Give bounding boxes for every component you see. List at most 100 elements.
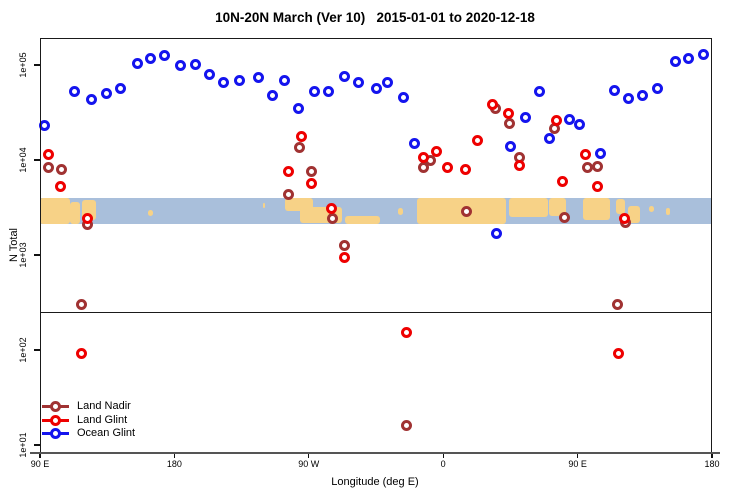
data-point-ocean-glint <box>543 132 555 144</box>
data-point-land-glint <box>442 162 454 174</box>
land-mass <box>262 203 266 209</box>
x-axis-line <box>30 452 720 455</box>
data-point-ocean-glint <box>189 58 201 70</box>
data-point-land-glint <box>551 115 563 127</box>
y-axis-tick-label: 1e+01 <box>18 432 28 458</box>
data-point-ocean-glint <box>697 48 709 60</box>
data-point-ocean-glint <box>533 86 545 98</box>
data-point-ocean-glint <box>491 227 503 239</box>
legend-circle <box>50 428 61 440</box>
land-mass <box>628 205 641 223</box>
data-point-land-nadir <box>338 240 350 252</box>
x-axis-tick-label: 180 <box>704 459 720 469</box>
x-axis-tick-label: 90 W <box>298 459 320 469</box>
data-point-land-nadir <box>76 299 88 311</box>
data-point-land-glint <box>502 107 514 119</box>
data-point-land-nadir <box>504 117 516 129</box>
y-axis-tick-label: 1e+03 <box>18 242 28 268</box>
data-point-ocean-glint <box>252 72 264 84</box>
data-point-land-glint <box>486 99 498 111</box>
land-mass <box>582 198 610 221</box>
data-point-land-glint <box>613 348 625 360</box>
data-point-land-glint <box>76 348 88 360</box>
data-point-ocean-glint <box>622 93 634 105</box>
land-mass <box>665 208 671 215</box>
x-axis-tick <box>308 453 310 458</box>
data-point-ocean-glint <box>233 75 245 87</box>
land-mass <box>69 201 81 224</box>
data-point-land-nadir <box>581 162 593 174</box>
chart-title: 10N-20N March (Ver 10) 2015-01-01 to 202… <box>215 10 535 25</box>
x-axis-tick <box>711 453 713 458</box>
data-point-ocean-glint <box>382 76 394 88</box>
x-axis-tick-label: 0 <box>440 459 446 469</box>
data-point-land-nadir <box>327 213 339 225</box>
data-point-land-glint <box>306 177 318 189</box>
data-point-land-glint <box>557 176 569 188</box>
data-point-land-nadir <box>558 211 570 223</box>
legend-label: Land Glint <box>77 413 128 426</box>
data-point-land-glint <box>430 145 442 157</box>
data-point-ocean-glint <box>175 59 187 71</box>
y-axis-tick <box>34 444 40 446</box>
data-point-ocean-glint <box>608 85 620 97</box>
data-point-ocean-glint <box>636 89 648 101</box>
land-mass <box>649 205 654 213</box>
data-point-ocean-glint <box>266 89 278 101</box>
data-point-ocean-glint <box>100 88 112 100</box>
y-axis-tick <box>34 159 40 161</box>
land-mass <box>40 198 70 224</box>
legend-item: Land Nadir <box>42 400 135 414</box>
data-point-land-nadir <box>592 161 604 173</box>
data-point-land-glint <box>43 148 55 160</box>
data-point-ocean-glint <box>370 82 382 94</box>
legend-label: Ocean Glint <box>77 427 136 440</box>
y-axis-tick-label: 1e+04 <box>18 147 28 173</box>
data-point-ocean-glint <box>669 56 681 68</box>
data-point-ocean-glint <box>131 58 143 70</box>
data-point-ocean-glint <box>69 86 81 98</box>
legend-label: Land Nadir <box>77 400 131 413</box>
legend-line-circle-icon <box>42 414 69 426</box>
data-point-land-nadir <box>43 161 55 173</box>
data-point-ocean-glint <box>218 77 230 89</box>
data-point-ocean-glint <box>353 77 365 89</box>
legend-circle <box>50 401 61 413</box>
legend-circle <box>50 414 61 426</box>
data-point-ocean-glint <box>145 53 157 65</box>
latitude-map-band <box>40 198 712 224</box>
data-point-ocean-glint <box>409 137 421 149</box>
data-point-ocean-glint <box>309 86 321 98</box>
data-point-land-glint <box>514 160 526 172</box>
chart-legend: Land Nadir Land Glint Ocean Glint <box>42 400 135 441</box>
data-point-ocean-glint <box>278 74 290 86</box>
data-point-ocean-glint <box>563 113 575 125</box>
threshold-line <box>40 312 712 314</box>
land-mass <box>344 216 381 224</box>
x-axis-tick-label: 90 E <box>568 459 587 469</box>
y-axis-tick-label: 1e+02 <box>18 337 28 363</box>
land-mass <box>615 199 626 214</box>
data-point-ocean-glint <box>85 94 97 106</box>
legend-line-circle-icon <box>42 401 69 413</box>
data-point-ocean-glint <box>651 83 663 95</box>
data-point-ocean-glint <box>519 112 531 124</box>
y-axis-tick <box>34 64 40 66</box>
data-point-ocean-glint <box>682 53 694 65</box>
data-point-land-nadir <box>461 205 473 217</box>
data-point-land-nadir <box>56 163 68 175</box>
data-point-land-glint <box>472 135 484 147</box>
data-point-land-nadir <box>294 141 306 153</box>
data-point-land-glint <box>295 130 307 142</box>
y-axis-tick <box>34 349 40 351</box>
data-point-ocean-glint <box>574 119 586 131</box>
data-point-ocean-glint <box>38 120 50 132</box>
data-point-ocean-glint <box>292 102 304 114</box>
data-point-ocean-glint <box>115 82 127 94</box>
data-point-land-glint <box>326 202 338 214</box>
x-axis-tick <box>39 453 41 458</box>
data-point-land-nadir <box>612 299 624 311</box>
data-point-land-nadir <box>306 165 318 177</box>
